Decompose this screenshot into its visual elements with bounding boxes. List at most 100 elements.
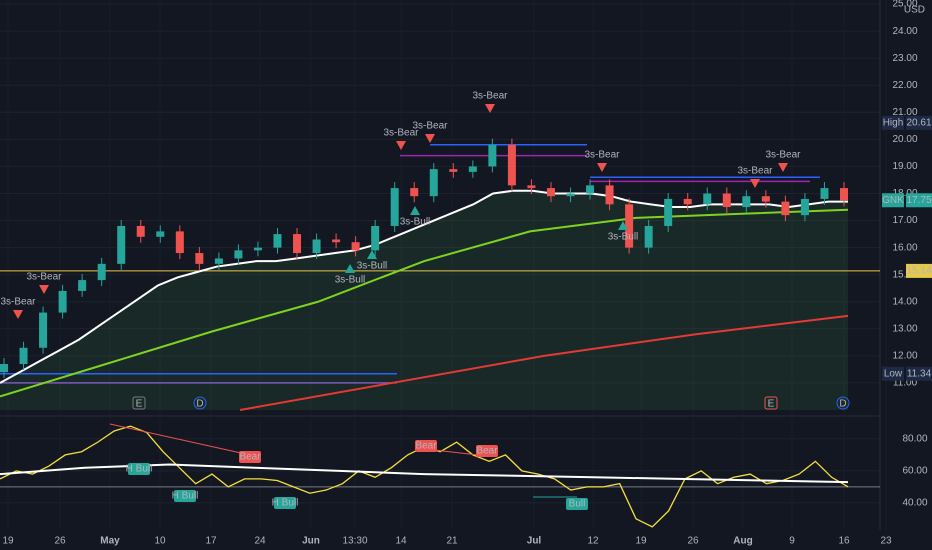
candle-body xyxy=(175,231,184,254)
signal-label: 3s-Bear xyxy=(383,128,419,139)
candle-body xyxy=(0,363,8,373)
signal-triangle xyxy=(39,285,49,294)
candle-body xyxy=(429,169,438,197)
x-tick-label: 12 xyxy=(587,536,599,547)
event-icon xyxy=(132,396,146,410)
signal-label: 3s-Bear xyxy=(584,150,620,161)
signal-triangle xyxy=(410,206,420,215)
osc-signal-box xyxy=(128,463,150,475)
osc-signal-box xyxy=(566,498,588,510)
candle-body xyxy=(703,193,712,205)
y-tick-label: 20.00 xyxy=(892,134,917,145)
signal-label: 3s-Bull xyxy=(608,232,639,243)
x-tick-label: Jun xyxy=(302,536,320,547)
signal-label: 3s-Bull xyxy=(400,217,431,228)
event-label: D xyxy=(839,399,846,410)
candle-body xyxy=(332,239,341,243)
divergence-line xyxy=(109,423,251,456)
event-label: D xyxy=(196,399,203,410)
signal-triangle xyxy=(425,134,435,143)
osc-signal-label: H Bull xyxy=(172,491,199,502)
y-tick-label: 24.00 xyxy=(892,26,917,37)
y-tick-label: 25.00 xyxy=(892,0,917,10)
osc-signal-box xyxy=(476,445,498,457)
x-tick-label: 26 xyxy=(687,536,699,547)
support-value: 15.14 xyxy=(906,266,931,277)
osc-signal-box xyxy=(274,497,296,509)
x-tick-label: May xyxy=(100,536,120,547)
candle-body xyxy=(644,225,653,248)
y-tick-label: 16.00 xyxy=(892,242,917,253)
signal-triangle xyxy=(345,264,355,273)
candle-body xyxy=(312,239,321,254)
ma-area xyxy=(0,190,848,410)
signal-label: 3s-Bear xyxy=(765,150,801,161)
osc-signal-label: H Bull xyxy=(126,464,153,475)
high-name-box xyxy=(882,115,904,130)
x-tick-label: 14 xyxy=(395,536,407,547)
candle-body xyxy=(605,185,614,205)
candle-body xyxy=(19,347,28,364)
osc-signal-box xyxy=(239,451,261,463)
x-tick-label: 16 xyxy=(838,536,850,547)
high-name: High xyxy=(883,118,904,129)
osc-signal-label: Bear xyxy=(239,452,261,463)
moving-average xyxy=(0,189,848,384)
x-tick-label: 13:30 xyxy=(342,536,367,547)
x-tick-label: 9 xyxy=(789,536,795,547)
candle-body xyxy=(234,250,243,259)
signal-triangle xyxy=(597,163,607,172)
signal-triangle xyxy=(396,141,406,150)
low-name: Low xyxy=(884,368,903,379)
candle-body xyxy=(761,196,770,202)
currency: USD xyxy=(904,5,925,16)
candle-body xyxy=(820,188,829,199)
signal-label: 3s-Bear xyxy=(0,297,36,308)
candle-body xyxy=(664,198,673,226)
moving-average xyxy=(239,314,849,411)
event-label: E xyxy=(768,399,775,410)
signal-triangle xyxy=(778,163,788,172)
candle-body xyxy=(546,188,555,197)
event-label: E xyxy=(136,399,143,410)
osc-signal-label: Bear xyxy=(415,441,437,452)
candle-body xyxy=(840,188,848,201)
y-tick-label: 18.00 xyxy=(892,188,917,199)
candle-body xyxy=(253,247,262,251)
candle-body xyxy=(351,242,360,251)
candle-body xyxy=(195,253,204,264)
y-tick-label: 12.00 xyxy=(892,351,917,362)
x-tick-label: Aug xyxy=(733,536,752,547)
candle-body xyxy=(742,196,751,208)
y-tick-label: 17.00 xyxy=(892,215,917,226)
last-price-box xyxy=(906,193,932,208)
y-tick-label: 22.00 xyxy=(892,80,917,91)
candle-body xyxy=(722,193,731,208)
y-tick-label: 13.00 xyxy=(892,323,917,334)
signal-label: 3s-Bull xyxy=(335,275,366,286)
osc-signal-box xyxy=(415,440,437,452)
signal-triangle xyxy=(618,221,628,230)
support-box xyxy=(906,263,932,278)
signal-label: 3s-Bear xyxy=(472,91,508,102)
x-tick-label: 24 xyxy=(254,536,266,547)
last-price-name: GNK xyxy=(882,195,904,206)
candle-body xyxy=(273,234,282,248)
candle-body xyxy=(488,144,497,167)
x-tick-label: 19 xyxy=(635,536,647,547)
signal-triangle xyxy=(485,104,495,113)
candle-body xyxy=(293,234,302,254)
candle-body xyxy=(468,166,477,172)
candle-body xyxy=(78,280,87,291)
x-tick-label: Jul xyxy=(527,536,542,547)
x-tick-label: 23 xyxy=(880,536,892,547)
last-price-value: 17.75 xyxy=(906,195,931,206)
x-tick-label: 17 xyxy=(205,536,217,547)
x-tick-label: 21 xyxy=(446,536,458,547)
moving-average xyxy=(0,208,849,398)
y-tick-label: 14.00 xyxy=(892,296,917,307)
low-box xyxy=(906,366,932,381)
y-tick-label: 11.00 xyxy=(893,378,918,389)
signal-triangle xyxy=(367,250,377,259)
